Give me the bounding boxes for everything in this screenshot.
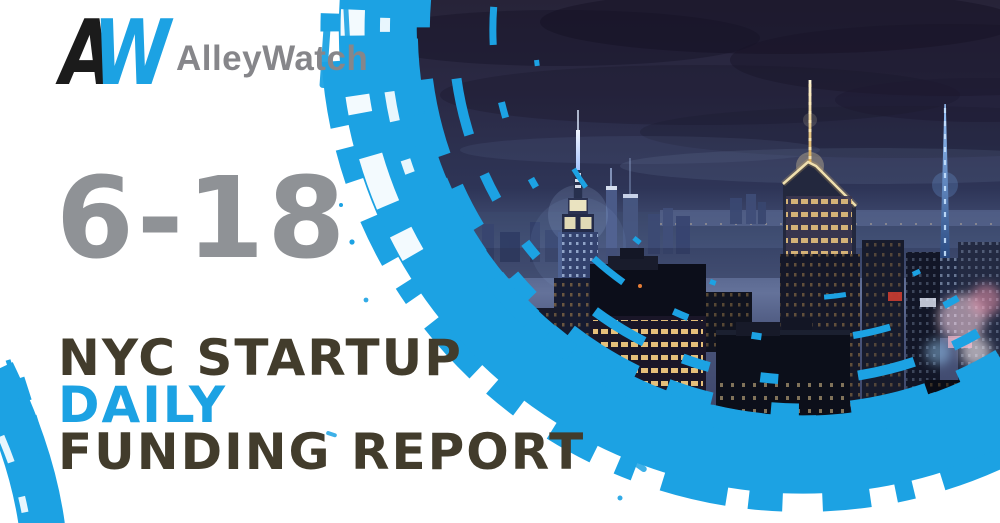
brush-stroke-corner [0,359,65,523]
night-clouds [400,0,1000,184]
alleywatch-logo-mark-icon: A W [60,1,171,106]
title-line-2: DAILY [58,376,228,434]
logo-letter-w: W [93,1,171,106]
title-line-1: NYC STARTUP [58,329,463,387]
report-date: 6-18 [56,154,349,284]
brush-stroke-ring [320,0,1000,512]
alleywatch-logo: A W AlleyWatch [60,1,369,106]
logo-wordmark: AlleyWatch [175,39,369,78]
logo-letter-a: A [60,1,115,106]
title-line-3: FUNDING REPORT [58,423,586,481]
paint-specks [30,0,647,501]
report-title: NYC STARTUP DAILY FUNDING REPORT [58,329,586,481]
